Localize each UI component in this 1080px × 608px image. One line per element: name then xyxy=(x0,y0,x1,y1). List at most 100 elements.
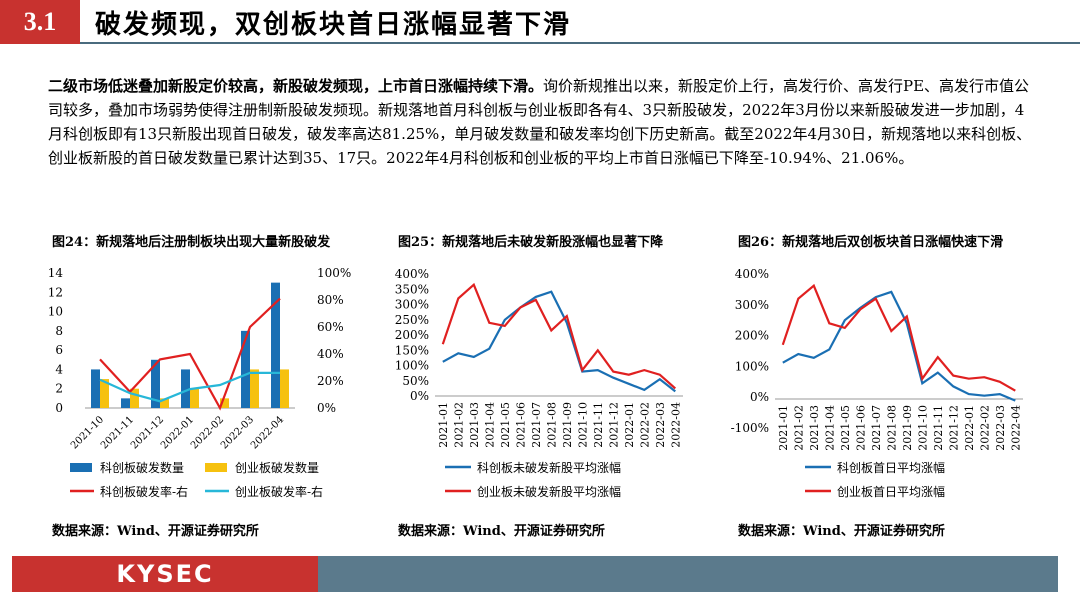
legend-label: 创业板首日平均涨幅 xyxy=(837,484,945,499)
bar-cyb xyxy=(280,369,289,408)
line-cyb-rate xyxy=(99,371,280,403)
section-number-badge: 3.1 xyxy=(0,0,80,44)
y-tick-label: 400% xyxy=(395,267,429,281)
x-tick-label: 2021-01 xyxy=(437,402,450,448)
bar-cyb xyxy=(130,388,139,408)
y-left-tick-label: 4 xyxy=(55,362,63,376)
fig26-title: 图26：新规落地后双创板块首日涨幅快速下滑 xyxy=(738,235,1004,250)
y-tick-label: 300% xyxy=(735,298,769,312)
bar-kcb xyxy=(121,398,130,408)
legend-label: 创业板未破发新股平均涨幅 xyxy=(477,484,621,499)
y-right-tick-label: 100% xyxy=(317,266,351,280)
x-tick-label: 2021-01 xyxy=(777,405,790,451)
bar-kcb xyxy=(241,330,250,408)
y-left-tick-label: 12 xyxy=(48,285,63,299)
legend-label: 科创板破发率-右 xyxy=(100,484,188,499)
bar-cyb xyxy=(100,379,109,408)
x-tick-label: 2021-04 xyxy=(823,405,836,451)
fig25-source: 数据来源：Wind、开源证券研究所 xyxy=(398,524,605,539)
y-left-tick-label: 6 xyxy=(55,343,63,357)
y-right-tick-label: 80% xyxy=(317,293,344,307)
y-tick-label: 300% xyxy=(395,298,429,312)
x-tick-label: 2022-02 xyxy=(978,405,991,451)
page-title: 破发频现，双创板块首日涨幅显著下滑 xyxy=(95,10,572,40)
fig26-source: 数据来源：Wind、开源证券研究所 xyxy=(738,524,945,539)
x-tick-label: 2021-09 xyxy=(561,402,574,448)
line-kcb xyxy=(442,290,676,393)
y-tick-label: -100% xyxy=(731,421,769,435)
x-tick-label: 2021-08 xyxy=(885,405,898,451)
y-right-tick-label: 0% xyxy=(317,401,336,415)
line-cyb xyxy=(441,282,677,390)
summary-body: 询价新规推出以来，新股定价上行，高发行价、高发行PE、高发行市值公司较多，叠加市… xyxy=(48,77,1032,167)
y-tick-label: 50% xyxy=(402,374,429,388)
x-tick-label: 2021-07 xyxy=(870,405,883,451)
fig25-chart: 0%50%100% 150%200%250%300% 350%400% 2021-01… xyxy=(395,267,683,499)
x-tick-label: 2021-05 xyxy=(499,402,512,448)
x-tick-label: 2022-01 xyxy=(963,405,976,451)
fig24-chart: 024681012140%20%40%60%80%100%2021-102021… xyxy=(48,266,352,499)
fig24-title: 图24：新规落地后注册制板块出现大量新股破发 xyxy=(52,235,331,250)
x-tick-label: 2021-11 xyxy=(592,402,605,448)
x-tick-label: 2022-04 xyxy=(669,402,682,448)
bar-cyb xyxy=(160,398,169,408)
y-tick-label: 400% xyxy=(735,267,769,281)
y-tick-label: 100% xyxy=(735,359,769,373)
legend-label: 创业板破发数量 xyxy=(235,460,319,475)
x-tick-label: 2022-03 xyxy=(994,405,1007,451)
y-tick-label: 0% xyxy=(750,390,769,404)
x-tick-label: 2022-02 xyxy=(638,402,651,448)
x-tick-label: 2021-06 xyxy=(854,405,867,451)
bar-kcb xyxy=(151,359,160,408)
y-left-tick-label: 8 xyxy=(55,324,63,338)
y-tick-label: 0% xyxy=(410,389,429,403)
x-tick-label: 2021-02 xyxy=(452,402,465,448)
x-tick-label: 2022-04 xyxy=(249,414,286,451)
x-tick-label: 2021-03 xyxy=(808,405,821,451)
x-tick-label: 2021-03 xyxy=(468,402,481,448)
fig24-source: 数据来源：Wind、开源证券研究所 xyxy=(52,524,259,539)
kysec-logo: KYSEC xyxy=(12,556,318,592)
footer-band xyxy=(318,556,1058,592)
line-kcb-rate xyxy=(99,297,281,411)
legend-label: 创业板破发率-右 xyxy=(235,484,323,499)
y-left-tick-label: 10 xyxy=(48,305,63,319)
x-tick-label: 2021-08 xyxy=(545,402,558,448)
legend-label: 科创板破发数量 xyxy=(100,460,184,475)
y-right-tick-label: 40% xyxy=(317,347,344,361)
x-tick-label: 2022-04 xyxy=(1009,405,1022,451)
x-tick-label: 2022-01 xyxy=(623,402,636,448)
x-tick-label: 2021-07 xyxy=(530,402,543,448)
bar-cyb xyxy=(250,369,259,408)
bar-cyb xyxy=(220,398,229,408)
x-tick-label: 2021-04 xyxy=(483,402,496,448)
y-tick-label: 150% xyxy=(395,343,429,357)
legend-label: 科创板首日平均涨幅 xyxy=(837,460,945,475)
x-tick-label: 2021-11 xyxy=(932,405,945,451)
y-tick-label: 350% xyxy=(395,282,429,296)
summary-paragraph: 二级市场低迷叠加新股定价较高，新股破发频现，上市首日涨幅持续下滑。询价新规推出以… xyxy=(48,74,1038,170)
bar-kcb xyxy=(91,369,100,408)
fig26-chart: -100%0%100%200%300%400%2021-01 2021-02 202… xyxy=(731,267,1023,499)
y-tick-label: 200% xyxy=(735,329,769,343)
line-cyb xyxy=(781,283,1016,392)
x-tick-label: 2021-06 xyxy=(514,402,527,448)
legend-swatch xyxy=(70,463,92,472)
x-tick-label: 2022-03 xyxy=(654,402,667,448)
y-tick-label: 100% xyxy=(395,359,429,373)
y-left-tick-label: 2 xyxy=(55,382,63,396)
x-tick-label: 2021-05 xyxy=(839,405,852,451)
bar-kcb xyxy=(271,282,280,408)
y-left-tick-label: 14 xyxy=(48,266,64,280)
x-tick-label: 2021-10 xyxy=(916,405,929,451)
y-right-tick-label: 60% xyxy=(317,320,344,334)
x-tick-label: 2021-02 xyxy=(792,405,805,451)
y-tick-label: 250% xyxy=(395,313,429,327)
line-kcb xyxy=(782,290,1016,402)
x-tick-label: 2021-10 xyxy=(576,402,589,448)
summary-lead: 二级市场低迷叠加新股定价较高，新股破发频现，上市首日涨幅持续下滑。 xyxy=(48,77,544,95)
bar-cyb xyxy=(190,388,199,408)
x-tick-label: 2021-12 xyxy=(607,402,620,448)
header-divider xyxy=(80,42,1080,44)
bar-kcb xyxy=(181,369,190,408)
